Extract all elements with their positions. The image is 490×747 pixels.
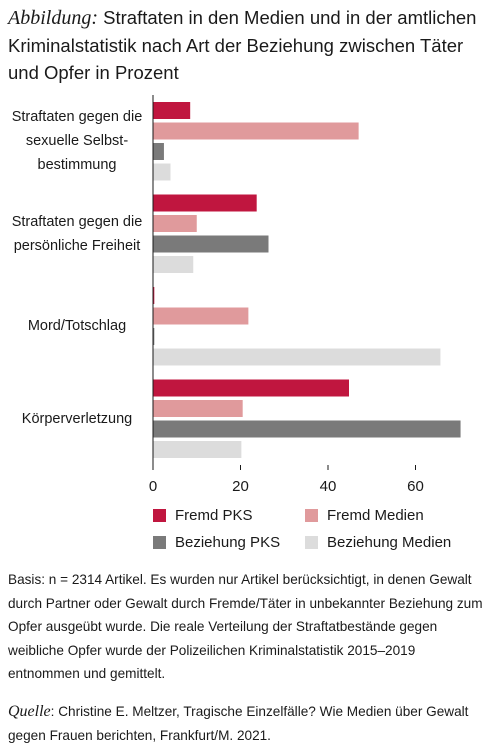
- title-block: Abbildung: Straftaten in den Medien und …: [8, 4, 484, 86]
- bar: [153, 400, 243, 417]
- x-tick-label: 40: [320, 478, 337, 495]
- source-label: Quelle: [8, 703, 51, 720]
- legend-label: Fremd PKS: [175, 507, 253, 524]
- bar: [153, 420, 461, 438]
- note: Basis: n = 2314 Artikel. Es wurden nur A…: [8, 572, 483, 681]
- bar: [153, 102, 191, 119]
- chart: 0 20 40 60 Fremd PKS Fremd Medien Beziehung PK…: [149, 95, 461, 551]
- bar: [153, 379, 349, 397]
- bar: [153, 194, 257, 212]
- x-tick-label: 20: [232, 478, 249, 495]
- x-tick-label: 60: [407, 478, 424, 495]
- legend-label: Beziehung PKS: [175, 534, 280, 551]
- category-label: Straftaten gegen die sexuelle Selbst­bes…: [11, 109, 143, 174]
- bar: [153, 328, 155, 345]
- source: : Christine E. Meltzer, Tragische Einzel…: [8, 704, 469, 743]
- bar: [153, 122, 359, 140]
- legend-swatch: [153, 509, 166, 522]
- category-label: Straftaten gegen die persönliche Freihei…: [11, 213, 143, 254]
- bar: [153, 163, 171, 181]
- bar: [153, 215, 197, 232]
- bar: [153, 256, 194, 273]
- bar: [153, 143, 164, 160]
- legend-swatch: [153, 536, 166, 549]
- bar: [153, 441, 242, 458]
- legend-swatch: [305, 536, 318, 549]
- bar: [153, 348, 441, 366]
- legend-label: Fremd Medien: [327, 507, 424, 524]
- bar: [153, 307, 249, 325]
- bar: [153, 287, 155, 304]
- legend-swatch: [305, 509, 318, 522]
- category-label: Körperverletzung: [21, 410, 133, 427]
- source-block: Quelle: Christine E. Meltzer, Tragische …: [8, 700, 488, 747]
- category-label: Mord/Totschlag: [27, 318, 127, 335]
- legend-label: Beziehung Medien: [327, 534, 451, 551]
- bar: [153, 235, 269, 253]
- title-prefix: Abbildung:: [8, 7, 98, 29]
- x-tick-label: 0: [149, 478, 157, 495]
- chart-title: Straftaten in den Medien und in der amtl…: [8, 7, 477, 83]
